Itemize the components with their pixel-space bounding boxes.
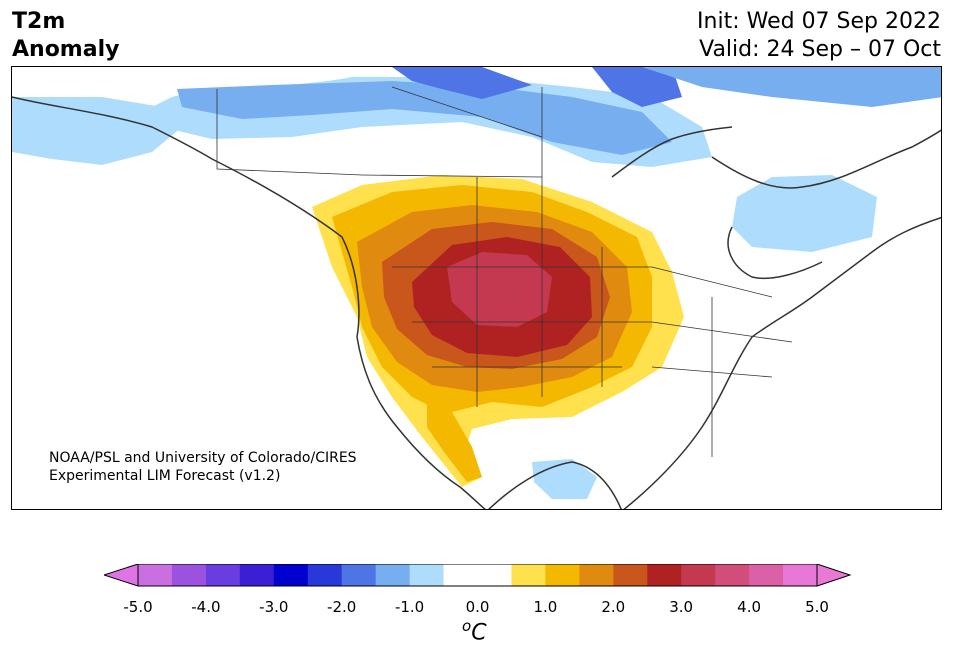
init-date: Init: Wed 07 Sep 2022 bbox=[697, 9, 941, 34]
colorbar-bin bbox=[681, 564, 716, 586]
colorbar-bin bbox=[307, 564, 343, 586]
colorbar-tick-label: -4.0 bbox=[191, 598, 221, 616]
colorbar-tick-label: 0.0 bbox=[465, 598, 490, 616]
colorbar-units: oC bbox=[462, 617, 487, 645]
cool-anomaly-strong-east bbox=[592, 67, 682, 107]
warm-anomaly-baja bbox=[427, 402, 482, 482]
colorbar-tick-label: 1.0 bbox=[533, 598, 558, 616]
colorbar-tick-label: 3.0 bbox=[669, 598, 694, 616]
colorbar-bin bbox=[273, 564, 309, 586]
cool-anomaly-medium bbox=[177, 81, 672, 155]
cool-anomaly-strong bbox=[392, 67, 532, 99]
credit-line-2: Experimental LIM Forecast (v1.2) bbox=[49, 468, 281, 484]
colorbar bbox=[104, 564, 852, 587]
units-degree: o bbox=[462, 617, 472, 635]
colorbar-bin bbox=[443, 564, 478, 586]
colorbar-tick-label: -2.0 bbox=[327, 598, 357, 616]
map-title: T2m Anomaly bbox=[12, 8, 119, 64]
colorbar-bin bbox=[749, 564, 784, 586]
cool-anomaly-light-east bbox=[642, 67, 941, 107]
colorbar-bin bbox=[783, 564, 818, 586]
colorbar-bin bbox=[647, 564, 682, 586]
map-outlines bbox=[12, 96, 941, 509]
forecast-credit: NOAA/PSL and University of Colorado/CIRE… bbox=[49, 449, 357, 485]
state-borders bbox=[216, 86, 793, 457]
colorbar-over-arrow bbox=[816, 564, 852, 587]
title-line-1: T2m bbox=[12, 9, 66, 34]
colorbar-bin bbox=[511, 564, 546, 586]
cool-anomaly-light-west bbox=[12, 97, 182, 165]
warm-anomaly-6 bbox=[447, 252, 552, 327]
colorbar-bin bbox=[375, 564, 411, 586]
colorbar-bin bbox=[579, 564, 614, 586]
colorbar-under-arrow bbox=[104, 564, 139, 587]
cool-anomaly-gulf bbox=[532, 459, 597, 499]
colorbar-bin bbox=[171, 564, 207, 586]
title-line-2: Anomaly bbox=[12, 37, 120, 62]
colorbar-bin bbox=[409, 564, 445, 586]
forecast-dates: Init: Wed 07 Sep 2022 Valid: 24 Sep – 07… bbox=[697, 8, 941, 64]
colorbar-outline bbox=[137, 564, 818, 587]
colorbar-tick-label: -5.0 bbox=[123, 598, 153, 616]
colorbar-bin bbox=[477, 564, 512, 586]
colorbar-bin bbox=[341, 564, 377, 586]
valid-range: Valid: 24 Sep – 07 Oct bbox=[699, 37, 941, 62]
colorbar-tick-label: 4.0 bbox=[737, 598, 762, 616]
anomaly-map bbox=[12, 67, 941, 509]
colorbar-bins bbox=[138, 564, 818, 586]
credit-line-1: NOAA/PSL and University of Colorado/CIRE… bbox=[49, 450, 357, 466]
map-panel bbox=[11, 66, 942, 510]
colorbar-tick-label: -3.0 bbox=[259, 598, 289, 616]
units-celsius: C bbox=[471, 620, 487, 646]
colorbar-bin bbox=[205, 564, 241, 586]
colorbar-bin bbox=[715, 564, 750, 586]
colorbar-tick-label: 5.0 bbox=[805, 598, 829, 616]
colorbar-bin bbox=[613, 564, 648, 586]
colorbar-tick-label: 2.0 bbox=[601, 598, 626, 616]
cool-anomaly-hudson bbox=[732, 175, 877, 252]
colorbar-bin bbox=[239, 564, 275, 586]
colorbar-bin bbox=[545, 564, 580, 586]
colorbar-tick-label: -1.0 bbox=[394, 598, 425, 616]
colorbar-bin bbox=[138, 564, 173, 586]
